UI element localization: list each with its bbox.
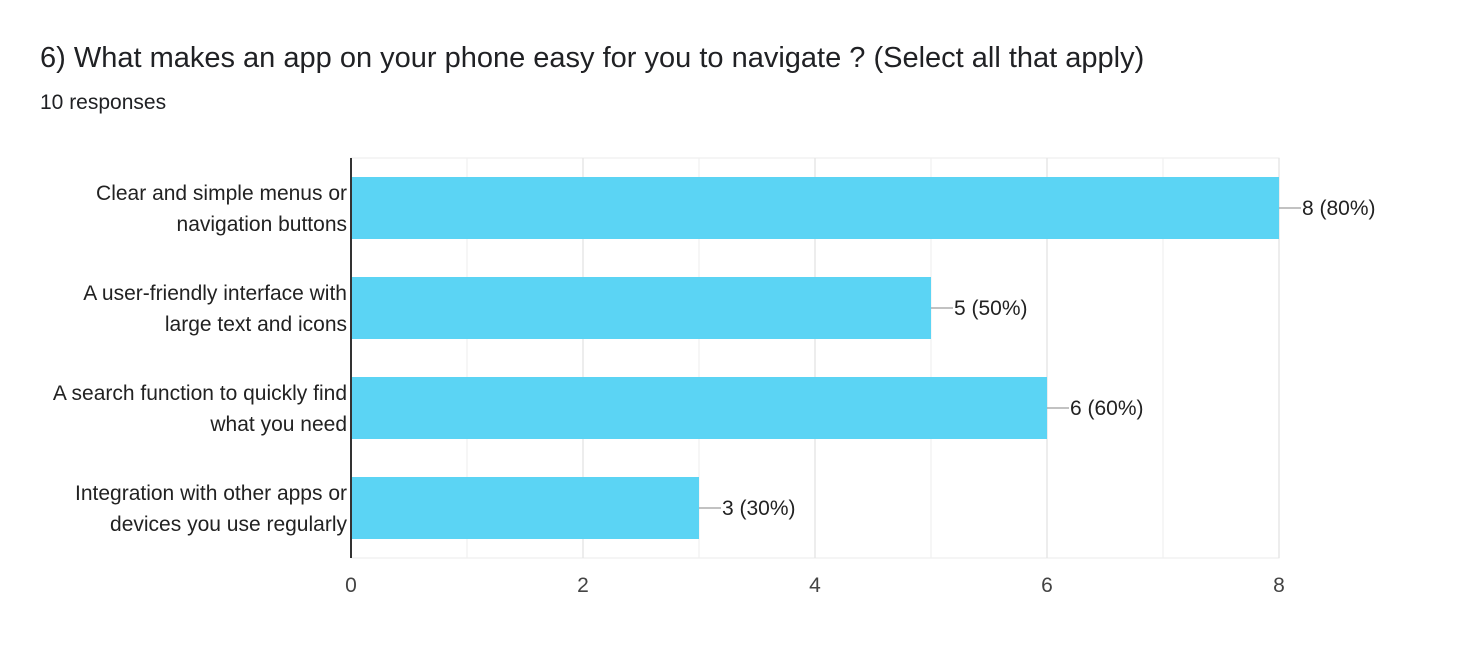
x-tick-label: 0 [345,574,357,597]
data-label: 3 (30%) [722,497,796,520]
data-label: 6 (60%) [1070,397,1144,420]
x-tick-label: 4 [809,574,821,597]
chart-title: 6) What makes an app on your phone easy … [40,42,1145,74]
data-label: 8 (80%) [1302,197,1376,220]
bar [351,377,1047,439]
x-tick-label: 2 [577,574,589,597]
category-label: A user-friendly interface with [83,282,347,305]
bar [351,477,699,539]
category-label: Clear and simple menus or [96,182,347,205]
x-tick-label: 6 [1041,574,1053,597]
category-label: navigation buttons [177,213,347,236]
x-tick-label: 8 [1273,574,1285,597]
bar [351,277,931,339]
bar [351,177,1279,239]
category-label: A search function to quickly find [53,382,347,405]
data-label: 5 (50%) [954,297,1028,320]
category-label: Integration with other apps or [75,482,347,505]
category-label: what you need [209,413,347,436]
category-label: devices you use regularly [110,513,347,536]
response-count: 10 responses [40,91,167,114]
category-label: large text and icons [165,313,347,336]
